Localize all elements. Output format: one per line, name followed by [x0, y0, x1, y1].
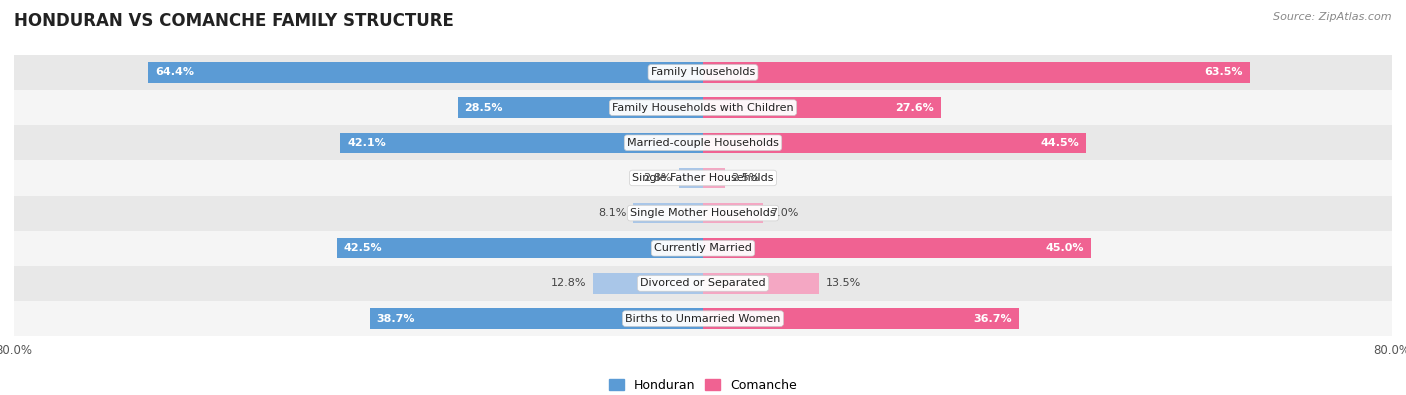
- Text: 45.0%: 45.0%: [1045, 243, 1084, 253]
- Text: Married-couple Households: Married-couple Households: [627, 138, 779, 148]
- Bar: [703, 273, 820, 293]
- Bar: [370, 308, 703, 329]
- Text: 8.1%: 8.1%: [598, 208, 626, 218]
- Text: 64.4%: 64.4%: [155, 68, 194, 77]
- Text: 63.5%: 63.5%: [1205, 68, 1243, 77]
- Bar: [593, 273, 703, 293]
- Text: Family Households with Children: Family Households with Children: [612, 103, 794, 113]
- Text: 42.1%: 42.1%: [347, 138, 387, 148]
- Text: HONDURAN VS COMANCHE FAMILY STRUCTURE: HONDURAN VS COMANCHE FAMILY STRUCTURE: [14, 12, 454, 30]
- Text: Births to Unmarried Women: Births to Unmarried Women: [626, 314, 780, 324]
- Bar: [149, 62, 703, 83]
- Bar: [703, 98, 941, 118]
- Text: Single Mother Households: Single Mother Households: [630, 208, 776, 218]
- Text: Divorced or Separated: Divorced or Separated: [640, 278, 766, 288]
- Bar: [633, 203, 703, 223]
- Text: 38.7%: 38.7%: [377, 314, 415, 324]
- Text: 13.5%: 13.5%: [827, 278, 862, 288]
- Text: 28.5%: 28.5%: [464, 103, 503, 113]
- Bar: [703, 308, 1019, 329]
- Text: 12.8%: 12.8%: [550, 278, 586, 288]
- Text: Currently Married: Currently Married: [654, 243, 752, 253]
- Text: 7.0%: 7.0%: [770, 208, 799, 218]
- Bar: [703, 133, 1087, 153]
- Bar: [703, 203, 763, 223]
- Bar: [457, 98, 703, 118]
- Text: Single Father Households: Single Father Households: [633, 173, 773, 183]
- Text: 36.7%: 36.7%: [973, 314, 1012, 324]
- Text: 27.6%: 27.6%: [896, 103, 934, 113]
- Bar: [703, 168, 724, 188]
- Bar: [703, 62, 1250, 83]
- Bar: [14, 160, 1392, 196]
- Bar: [14, 90, 1392, 125]
- Bar: [679, 168, 703, 188]
- Bar: [703, 238, 1091, 258]
- Bar: [14, 301, 1392, 336]
- Bar: [14, 55, 1392, 90]
- Bar: [14, 231, 1392, 266]
- Text: 2.5%: 2.5%: [731, 173, 759, 183]
- Bar: [14, 196, 1392, 231]
- Bar: [340, 133, 703, 153]
- Bar: [14, 266, 1392, 301]
- Text: 44.5%: 44.5%: [1040, 138, 1080, 148]
- Text: Source: ZipAtlas.com: Source: ZipAtlas.com: [1274, 12, 1392, 22]
- Bar: [14, 125, 1392, 160]
- Text: 2.8%: 2.8%: [644, 173, 672, 183]
- Text: 42.5%: 42.5%: [344, 243, 382, 253]
- Bar: [337, 238, 703, 258]
- Text: Family Households: Family Households: [651, 68, 755, 77]
- Legend: Honduran, Comanche: Honduran, Comanche: [603, 374, 803, 395]
